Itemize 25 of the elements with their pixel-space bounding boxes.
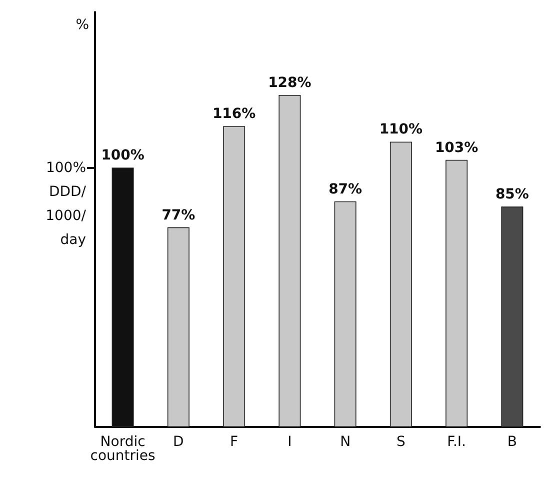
data-label: 128% [268, 75, 312, 91]
x-tick-label: I [288, 434, 292, 450]
x-tick-label: D [173, 434, 184, 450]
x-tick-label: S [396, 434, 406, 450]
x-tick-label: N [340, 434, 351, 450]
x-tick-label: B [507, 434, 517, 450]
bar [446, 160, 468, 427]
bar [501, 206, 524, 427]
data-label: 103% [434, 140, 478, 156]
data-label: 85% [495, 186, 529, 203]
data-label: 77% [162, 207, 196, 224]
x-tick-label: F.I. [447, 434, 466, 450]
data-label: 100% [101, 148, 144, 164]
data-label: 116% [212, 106, 256, 122]
bar [223, 126, 246, 427]
data-label: 110% [379, 122, 423, 138]
bar [167, 227, 190, 427]
y-axis-title: % [76, 17, 89, 33]
annotation: 100% DDD/ 1000/ day [44, 158, 86, 250]
bar [390, 142, 412, 427]
bar [334, 201, 356, 427]
x-tick-label: F [230, 434, 238, 450]
data-label: 87% [328, 181, 362, 198]
bar [278, 95, 301, 427]
x-tick-label: Nordic countries [90, 434, 156, 464]
